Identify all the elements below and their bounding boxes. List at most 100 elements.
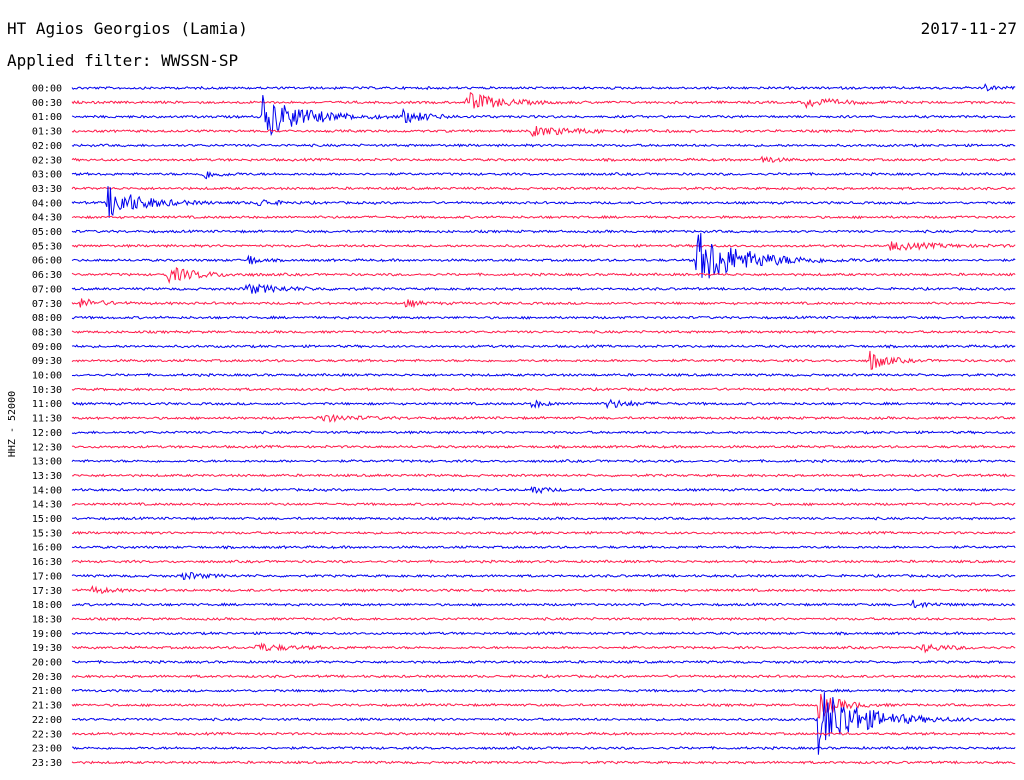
trace-1900 (71, 631, 1016, 636)
time-tick-label: 03:30 (32, 184, 62, 195)
trace-1730 (71, 585, 1016, 595)
time-tick-label: 10:00 (32, 371, 62, 382)
trace-1830 (71, 616, 1016, 622)
time-tick-label: 01:30 (32, 127, 62, 138)
time-tick-label: 22:00 (32, 715, 62, 726)
time-tick-label: 06:30 (32, 270, 62, 281)
time-tick-label: 03:00 (32, 170, 62, 181)
trace-2130 (71, 693, 1016, 719)
time-tick-label: 09:30 (32, 356, 62, 367)
trace-0830 (71, 329, 1016, 335)
trace-0300 (71, 171, 1016, 180)
time-tick-label: 17:00 (32, 571, 62, 582)
time-tick-label: 00:00 (32, 84, 62, 95)
time-tick-label: 20:00 (32, 658, 62, 669)
time-tick-label: 06:00 (32, 256, 62, 267)
trace-1230 (71, 444, 1016, 450)
trace-0500 (71, 229, 1016, 234)
trace-1330 (71, 473, 1016, 478)
time-tick-label: 07:00 (32, 284, 62, 295)
time-tick-label: 23:00 (32, 744, 62, 755)
trace-1630 (71, 559, 1016, 564)
trace-0000 (71, 83, 1016, 92)
time-tick-label: 18:30 (32, 614, 62, 625)
trace-1030 (71, 386, 1016, 392)
time-tick-label: 19:00 (32, 629, 62, 640)
time-tick-label: 08:30 (32, 327, 62, 338)
trace-1530 (71, 530, 1016, 536)
time-tick-label: 13:00 (32, 457, 62, 468)
trace-0330 (71, 186, 1016, 191)
trace-1600 (71, 544, 1016, 550)
time-tick-label: 12:30 (32, 442, 62, 453)
trace-2300 (72, 745, 1016, 751)
time-tick-label: 21:30 (32, 701, 62, 712)
time-tick-label: 14:00 (32, 485, 62, 496)
trace-0400 (71, 186, 1016, 218)
time-tick-label: 05:00 (32, 227, 62, 238)
trace-1130 (71, 413, 1016, 423)
time-tick-label: 02:30 (32, 155, 62, 166)
time-tick-label: 16:00 (32, 543, 62, 554)
time-tick-label: 09:00 (32, 342, 62, 353)
trace-0600 (71, 232, 1016, 279)
trace-2030 (71, 673, 1016, 679)
trace-1200 (71, 430, 1016, 435)
trace-0430 (71, 214, 1016, 220)
time-tick-label: 16:30 (32, 557, 62, 568)
time-tick-label: 23:30 (32, 758, 62, 769)
trace-1430 (71, 501, 1016, 507)
trace-1300 (71, 458, 1016, 464)
time-tick-label: 05:30 (32, 241, 62, 252)
trace-1400 (71, 486, 1016, 495)
time-tick-label: 17:30 (32, 586, 62, 597)
trace-0530 (71, 241, 1016, 251)
trace-2330 (71, 760, 1016, 765)
trace-0030 (71, 92, 1016, 110)
trace-0730 (71, 298, 1016, 309)
trace-0900 (71, 344, 1016, 349)
trace-1930 (71, 642, 1016, 654)
trace-0700 (71, 283, 1016, 294)
trace-2230 (71, 731, 1016, 737)
time-tick-label: 18:00 (32, 600, 62, 611)
time-tick-label: 22:30 (32, 729, 62, 740)
trace-1800 (71, 599, 1016, 609)
trace-0630 (71, 266, 1016, 284)
time-tick-label: 15:30 (32, 528, 62, 539)
time-tick-label: 11:30 (32, 414, 62, 425)
trace-1700 (71, 571, 1016, 581)
trace-0230 (71, 155, 1016, 163)
y-axis-label: HHZ - 52000 (7, 391, 18, 457)
trace-0100 (71, 95, 1016, 137)
time-tick-label: 07:30 (32, 299, 62, 310)
trace-0130 (71, 126, 1016, 138)
station-title: HT Agios Georgios (Lamia) (7, 19, 248, 38)
trace-2000 (71, 659, 1016, 665)
time-tick-label: 08:00 (32, 313, 62, 324)
time-tick-label: 10:30 (32, 385, 62, 396)
time-tick-label: 13:30 (32, 471, 62, 482)
trace-1500 (72, 516, 1016, 521)
trace-2100 (71, 688, 1016, 693)
time-tick-label: 02:00 (32, 141, 62, 152)
trace-0200 (71, 143, 1016, 148)
record-date: 2017-11-27 (920, 19, 1017, 38)
time-tick-label: 15:00 (32, 514, 62, 525)
time-tick-label: 12:00 (32, 428, 62, 439)
time-tick-label: 19:30 (32, 643, 62, 654)
time-tick-label: 11:00 (32, 399, 62, 410)
time-tick-label: 01:00 (32, 112, 62, 123)
trace-0930 (71, 350, 1016, 370)
trace-0800 (71, 315, 1016, 320)
time-tick-label: 00:30 (32, 98, 62, 109)
filter-label: Applied filter: WWSSN-SP (7, 51, 239, 70)
time-tick-label: 04:30 (32, 213, 62, 224)
trace-1000 (71, 372, 1016, 378)
time-tick-label: 21:00 (32, 686, 62, 697)
trace-2200 (71, 692, 1016, 755)
time-tick-label: 14:30 (32, 500, 62, 511)
time-tick-label: 04:00 (32, 198, 62, 209)
trace-1100 (71, 398, 1016, 410)
